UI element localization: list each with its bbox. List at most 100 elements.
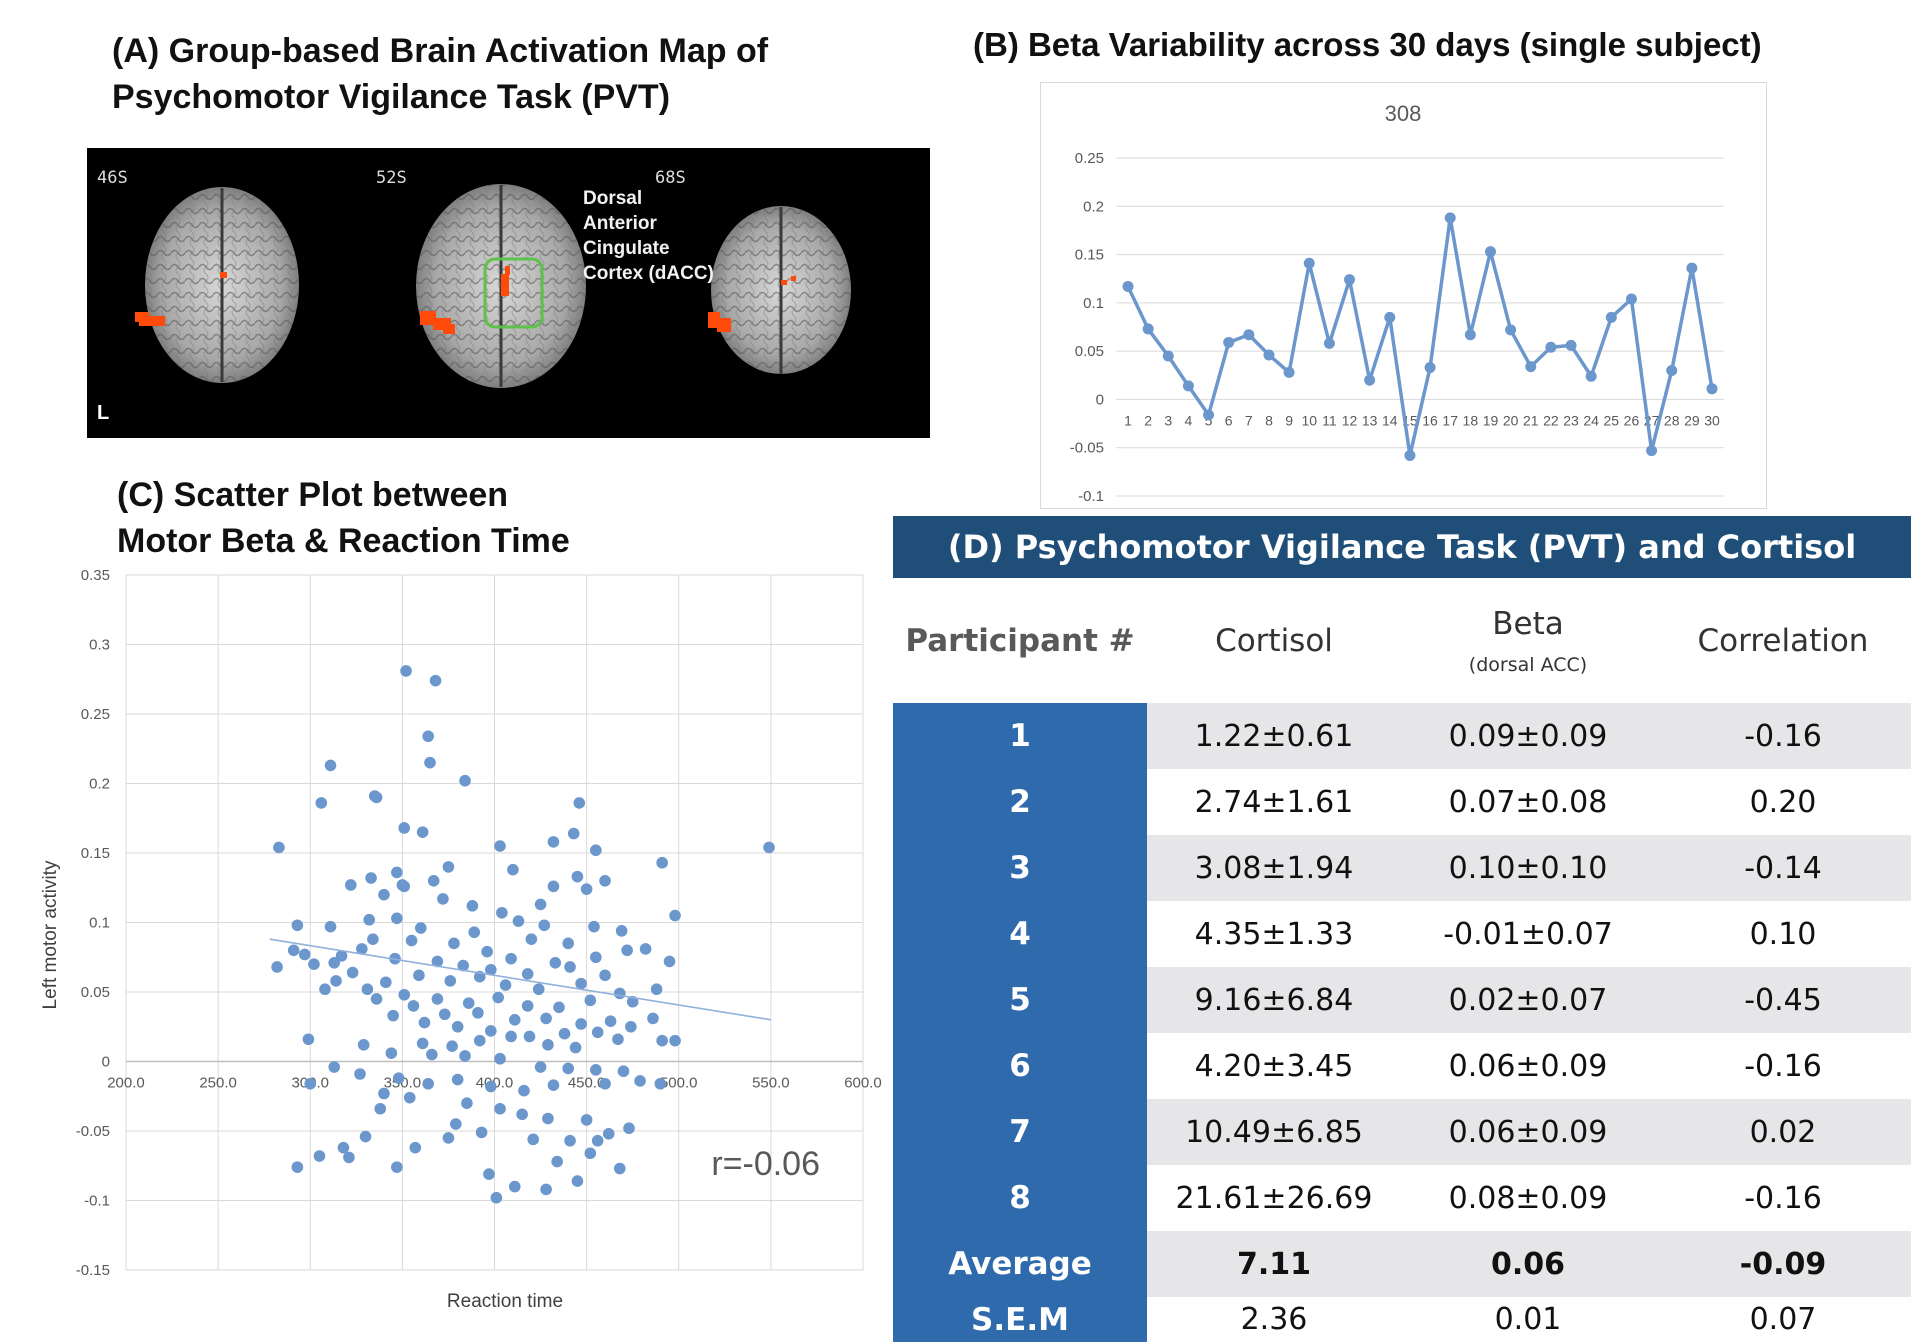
participant-cell: 4 (893, 901, 1147, 967)
panel-b-chart-frame: 308 0.25 0.2 0.15 0.1 0.05 0 -0.05 -0.1 1 2 3 4 5 6 7 8 9… (1040, 82, 1767, 509)
panel-c-title-line2: Motor Beta & Reaction Time (117, 522, 570, 560)
scatter-point (319, 983, 331, 996)
data-point (1162, 350, 1174, 362)
scatter-point (599, 875, 611, 887)
scatter-point (324, 920, 337, 933)
scatter-point (532, 983, 545, 996)
correlation-cell: -0.16 (1744, 1048, 1822, 1084)
scatter-point (494, 840, 506, 852)
scatter-point (313, 1150, 326, 1162)
beta-cell: 0.02±0.07 (1401, 967, 1655, 1033)
activation-blobs (135, 266, 796, 334)
col-cortisol: Cortisol (1147, 578, 1401, 703)
brain-slice-1 (145, 187, 299, 383)
scatter-point (302, 1033, 315, 1046)
data-point (1605, 311, 1617, 323)
scatter-point (403, 1091, 416, 1104)
scatter-point (291, 1161, 304, 1173)
x-tick-label: 11 (1322, 412, 1337, 428)
data-point (1505, 324, 1517, 336)
scatter-point (547, 880, 560, 893)
scatter-point (378, 888, 390, 901)
data-point (1243, 329, 1255, 341)
y-tick-label: 0.05 (81, 984, 110, 1001)
table-row: 8 21.61±26.69 0.08±0.09 -0.16 (893, 1165, 1911, 1231)
scatter-point (346, 966, 359, 979)
scatter-point (365, 872, 377, 884)
participant-cell: 5 (893, 967, 1147, 1033)
scatter-point (499, 979, 512, 991)
x-axis-label: Reaction time (447, 1291, 563, 1312)
scatter-point (494, 1052, 506, 1065)
y-tick-label: 0 (102, 1054, 110, 1071)
y-axis-label: Left motor activity (40, 860, 61, 1009)
scatter-point (521, 1000, 534, 1012)
scatter-point (599, 969, 611, 982)
y-tick-label: -0.05 (1070, 440, 1104, 457)
scatter-point (431, 955, 444, 968)
x-tick-label: 550.0 (752, 1075, 790, 1092)
data-point (1666, 364, 1678, 376)
col-participant: Participant # (893, 578, 1147, 703)
scatter-point (551, 1155, 563, 1168)
scatter-point (547, 1079, 560, 1091)
scatter-point (621, 944, 633, 957)
x-tick-label: 28 (1664, 412, 1680, 428)
scatter-point (444, 975, 457, 987)
scatter-point (481, 945, 493, 958)
scatter-point (337, 1141, 350, 1154)
scatter-point (328, 957, 341, 969)
y-tick-label: -0.15 (76, 1262, 110, 1279)
scatter-point (287, 944, 300, 957)
scatter-point (448, 937, 460, 950)
scatter-point (763, 841, 775, 854)
scatter-point (663, 955, 676, 968)
brain-activation-map: 46S 52S 68S Dorsal Anterior Cingulate Co… (87, 148, 930, 438)
scatter-point (356, 943, 368, 955)
table-row: 5 9.16±6.84 0.02±0.07 -0.45 (893, 967, 1911, 1033)
scatter-point (562, 937, 574, 950)
slice-label-1: 46S (97, 168, 128, 188)
table-row: 2 2.74±1.61 0.07±0.08 0.20 (893, 769, 1911, 835)
scatter-point (459, 1050, 471, 1062)
scatter-point (407, 1000, 420, 1012)
x-tick-label: 250.0 (199, 1075, 237, 1092)
scatter-point (431, 993, 444, 1005)
scatter-point (461, 1097, 473, 1109)
scatter-point (304, 1077, 317, 1090)
x-tick-label: 8 (1265, 412, 1273, 428)
cortisol-cell: 9.16±6.84 (1147, 967, 1401, 1033)
scatter-point (409, 1141, 422, 1154)
scatter-point (634, 1075, 646, 1087)
scatter-point (654, 1077, 667, 1090)
correlation-cell: 0.02 (1655, 1099, 1911, 1165)
cortisol-cell: 21.61±26.69 (1175, 1180, 1373, 1216)
scatter-point (398, 880, 411, 893)
y-tick-label: 0.2 (89, 776, 110, 793)
x-tick-label: 13 (1362, 412, 1378, 428)
beta-cell: 0.07±0.08 (1448, 784, 1608, 820)
x-tick-label: 1 (1124, 412, 1132, 428)
scatter-point (527, 1133, 539, 1146)
scatter-point (625, 1020, 637, 1033)
scatter-point (569, 1041, 582, 1054)
scatter-point (271, 961, 283, 973)
scatter-point (505, 1030, 517, 1043)
data-point (1484, 246, 1496, 258)
data-point (1344, 274, 1356, 286)
scatter-point (571, 870, 584, 883)
x-tick-label: 5 (1205, 412, 1213, 428)
panel-a-title-line1: (A) Group-based Brain Activation Map of (112, 32, 769, 70)
cortisol-cell: 3.08±1.94 (1147, 835, 1401, 901)
data-point (1384, 311, 1396, 323)
dacc-roi-box (483, 257, 544, 329)
scatter-point (429, 674, 442, 687)
panel-a-title: (A) Group-based Brain Activation Map of … (112, 28, 768, 120)
scatter-point (400, 665, 412, 677)
data-point (1223, 336, 1235, 348)
scatter-point (466, 900, 479, 912)
scatter-point (588, 920, 600, 933)
table-title: (D) Psychomotor Vigilance Task (PVT) and… (893, 516, 1911, 628)
scatter-point (391, 912, 403, 925)
trendline (269, 938, 772, 1021)
